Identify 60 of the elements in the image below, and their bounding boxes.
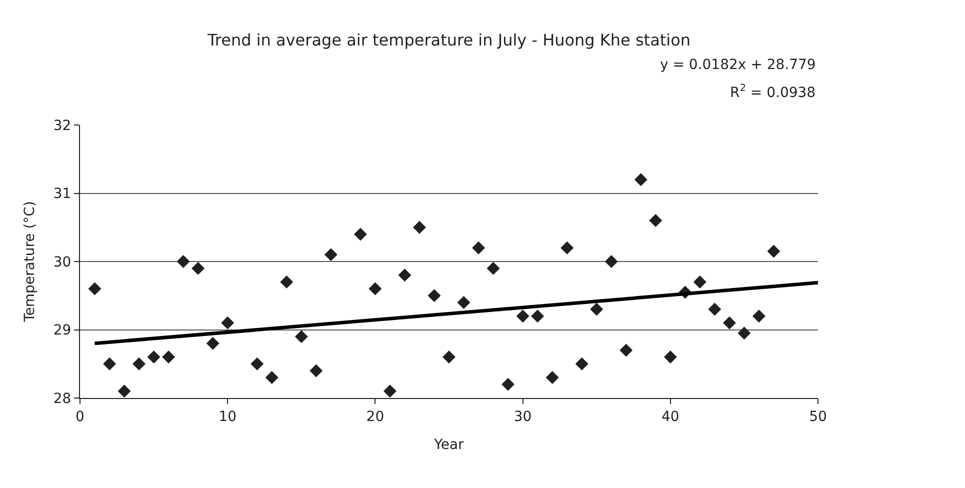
- y-tick-label: 29: [53, 322, 72, 339]
- point: [412, 220, 426, 234]
- point: [192, 262, 205, 275]
- point: [649, 214, 662, 228]
- point: [132, 357, 146, 370]
- point: [590, 302, 604, 316]
- point: [250, 357, 264, 370]
- point: [620, 344, 633, 357]
- point: [221, 316, 234, 330]
- point: [368, 282, 382, 296]
- point: [664, 350, 677, 364]
- point: [575, 357, 588, 370]
- point: [310, 364, 323, 378]
- y-tick-label: 31: [53, 186, 72, 202]
- x-axis-title: Year: [433, 437, 464, 454]
- point: [767, 244, 780, 258]
- x-tick-label: 10: [218, 408, 237, 425]
- point: [324, 248, 338, 262]
- y-axis-title: Temperature (°C): [22, 201, 38, 323]
- x-tick-label: 30: [514, 408, 532, 425]
- y-tick-label: 30: [53, 254, 72, 270]
- chart-title: Trend in average air temperature in July - Huong Khe station: [206, 30, 691, 50]
- point: [546, 371, 559, 384]
- x-tick-label: 50: [809, 408, 827, 425]
- y-tick-label: 32: [53, 118, 72, 134]
- point: [383, 384, 396, 398]
- point: [294, 330, 308, 344]
- text: y = 0.0182x + 28.779: [660, 57, 816, 73]
- point: [428, 289, 441, 302]
- point: [738, 326, 751, 340]
- point: [162, 350, 176, 364]
- text: R$^{2}$ = 0.0938: [730, 83, 816, 101]
- point: [118, 384, 131, 398]
- x-tick-label: 40: [661, 408, 680, 425]
- point: [531, 310, 544, 323]
- point: [752, 310, 766, 323]
- point: [457, 296, 470, 309]
- x-tick-label: 0: [76, 408, 84, 425]
- point: [693, 275, 706, 288]
- point: [88, 282, 102, 296]
- point: [398, 268, 412, 282]
- point: [176, 255, 190, 268]
- point: [486, 262, 500, 275]
- point: [103, 357, 116, 370]
- point: [442, 350, 456, 364]
- point: [354, 228, 367, 241]
- point: [516, 310, 530, 323]
- point: [265, 371, 278, 384]
- point: [472, 241, 486, 254]
- point: [708, 302, 722, 316]
- point: [206, 336, 220, 350]
- point: [280, 275, 294, 288]
- point: [722, 316, 736, 330]
- y-tick-label: 28: [53, 390, 72, 407]
- point: [147, 350, 160, 364]
- point: [560, 241, 574, 254]
- point: [502, 378, 515, 391]
- point: [634, 173, 648, 186]
- point: [604, 255, 618, 268]
- x-tick-label: 20: [366, 408, 384, 425]
